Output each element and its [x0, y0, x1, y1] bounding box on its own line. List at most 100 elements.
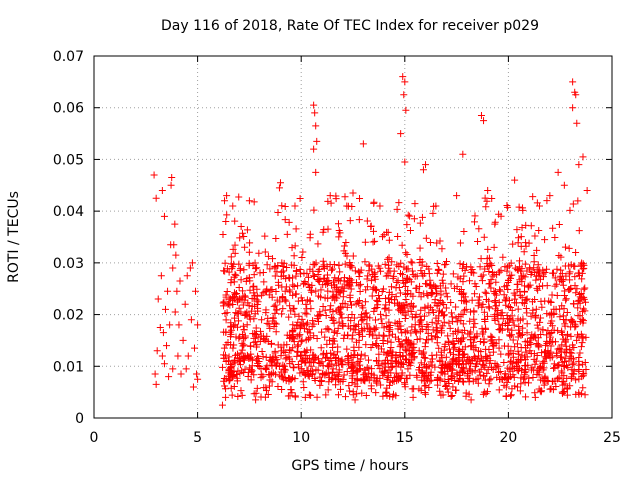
data-point: [234, 296, 242, 304]
data-point: [234, 367, 242, 375]
data-point: [424, 292, 432, 300]
data-point: [263, 285, 271, 293]
data-point: [316, 308, 324, 316]
data-point: [408, 344, 416, 352]
data-point: [476, 293, 484, 301]
data-point: [312, 287, 320, 295]
data-point: [437, 368, 445, 376]
data-point: [479, 300, 487, 308]
data-point: [507, 347, 515, 355]
data-point: [506, 272, 514, 280]
data-point: [230, 383, 238, 391]
data-point: [443, 293, 451, 301]
data-point: [361, 371, 369, 379]
data-point: [481, 288, 489, 296]
data-point: [575, 375, 583, 383]
data-point: [569, 78, 577, 86]
data-point: [369, 332, 377, 340]
data-point: [451, 343, 459, 351]
data-point: [566, 345, 574, 353]
data-point: [524, 341, 532, 349]
data-point: [452, 314, 460, 322]
data-point: [486, 351, 494, 359]
data-point: [341, 260, 349, 268]
data-point: [402, 106, 410, 114]
data-point: [239, 322, 247, 330]
data-point: [519, 331, 527, 339]
data-point: [439, 364, 447, 372]
data-point: [446, 349, 454, 357]
data-point: [563, 346, 571, 354]
data-point: [449, 340, 457, 348]
data-point: [377, 381, 385, 389]
data-point: [348, 311, 356, 319]
data-point: [466, 308, 474, 316]
data-point: [349, 252, 357, 260]
data-point: [226, 376, 234, 384]
data-point: [398, 340, 406, 348]
data-point: [481, 324, 489, 332]
data-point: [298, 336, 306, 344]
data-point: [349, 388, 357, 396]
data-point: [425, 270, 433, 278]
data-point: [427, 368, 435, 376]
data-point: [246, 354, 254, 362]
chart-title: Day 116 of 2018, Rate Of TEC Index for r…: [161, 18, 539, 34]
data-point: [426, 238, 434, 246]
data-point: [317, 344, 325, 352]
data-point: [483, 353, 491, 361]
data-point: [274, 383, 282, 391]
data-point: [302, 321, 310, 329]
data-point: [251, 310, 259, 318]
data-point: [314, 240, 322, 248]
data-point: [453, 283, 461, 291]
data-point: [164, 287, 172, 295]
data-point: [272, 288, 280, 296]
data-point: [317, 293, 325, 301]
data-point: [344, 353, 352, 361]
data-point: [407, 278, 415, 286]
data-point: [386, 326, 394, 334]
data-point: [402, 355, 410, 363]
data-point: [573, 119, 581, 127]
data-point: [309, 272, 317, 280]
data-point: [486, 279, 494, 287]
data-point: [258, 316, 266, 324]
data-point: [342, 238, 350, 246]
data-point: [267, 286, 275, 294]
data-point: [470, 353, 478, 361]
data-point: [393, 278, 401, 286]
data-point: [482, 203, 490, 211]
data-point: [566, 276, 574, 284]
data-point: [318, 358, 326, 366]
data-point: [416, 327, 424, 335]
data-point: [254, 361, 262, 369]
data-point: [292, 267, 300, 275]
data-point: [516, 292, 524, 300]
data-point: [343, 303, 351, 311]
data-point: [476, 263, 484, 271]
data-point: [562, 342, 570, 350]
data-point: [221, 259, 229, 267]
data-point: [403, 327, 411, 335]
data-point: [420, 312, 428, 320]
data-point: [492, 291, 500, 299]
data-point: [459, 150, 467, 158]
data-point: [477, 111, 485, 119]
data-point: [157, 272, 165, 280]
data-point: [547, 298, 555, 306]
data-point: [558, 388, 566, 396]
data-point: [241, 356, 249, 364]
data-point: [541, 372, 549, 380]
data-point: [510, 373, 518, 381]
data-point: [413, 371, 421, 379]
data-point: [456, 275, 464, 283]
data-point: [457, 285, 465, 293]
data-point: [370, 199, 378, 207]
data-point: [551, 338, 559, 346]
data-point: [521, 353, 529, 361]
data-point: [222, 293, 230, 301]
data-point: [318, 328, 326, 336]
data-point: [310, 145, 318, 153]
data-point: [416, 219, 424, 227]
